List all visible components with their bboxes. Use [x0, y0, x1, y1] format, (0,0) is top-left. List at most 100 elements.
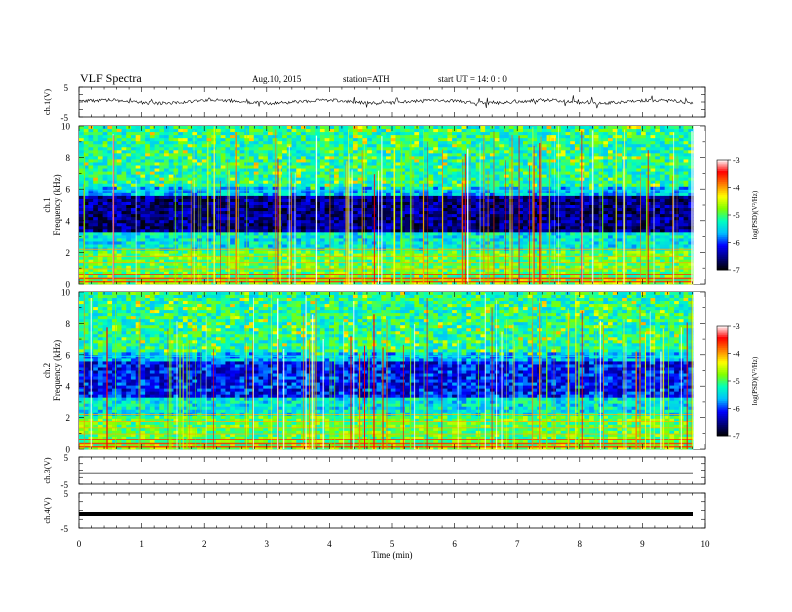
- spectrogram-cell: [376, 135, 382, 139]
- spectrogram-cell: [433, 214, 439, 218]
- spectrogram-cell: [386, 220, 392, 224]
- spectrogram-cell: [447, 214, 453, 218]
- spectrogram-cell: [433, 141, 439, 145]
- spectrogram-cell: [598, 205, 604, 209]
- spectrogram-cell: [522, 226, 529, 230]
- spectrogram-cell: [239, 138, 245, 142]
- spectrogram-cell: [249, 132, 255, 136]
- spectrogram-cell: [329, 217, 335, 221]
- spectrogram-cell: [126, 147, 132, 151]
- spectrogram-cell: [168, 126, 174, 130]
- spectrogram-cell: [371, 141, 377, 145]
- spectrogram-cell: [97, 238, 104, 242]
- spectrogram-cell: [253, 132, 259, 136]
- spectrogram-cell: [220, 174, 226, 179]
- spectrogram-cell: [130, 138, 137, 142]
- spectrogram-cell: [324, 229, 330, 233]
- spectrogram-cell: [598, 156, 604, 160]
- spectrogram-cell: [140, 226, 146, 230]
- spectrogram-cell: [206, 201, 212, 206]
- spectrogram-cell: [442, 162, 448, 166]
- spectrogram-cell: [626, 153, 632, 157]
- spectrogram-cell: [112, 192, 118, 197]
- spectrogram-cell: [390, 159, 396, 163]
- spectrogram-cell: [305, 183, 311, 188]
- spectrogram-cell: [300, 208, 307, 212]
- spectrogram-cell: [650, 180, 656, 185]
- spectrogram-cell: [220, 241, 226, 245]
- spectrogram-cell: [178, 153, 184, 157]
- spectrogram-cell: [607, 141, 614, 145]
- spectrogram-cell: [362, 171, 368, 176]
- spectrogram-cell: [296, 171, 302, 176]
- spectrogram-cell: [267, 147, 274, 151]
- spectrogram-cell: [178, 183, 184, 188]
- spectrogram-cell: [650, 192, 656, 197]
- spectrogram-cell: [442, 129, 448, 133]
- spectrogram-cell: [178, 165, 184, 169]
- spectrogram-cell: [499, 138, 505, 142]
- spectrogram-cell: [556, 201, 562, 206]
- spectrogram-cell: [83, 238, 89, 242]
- spectrogram-cell: [494, 135, 500, 139]
- spectrogram-cell: [560, 168, 566, 172]
- spectrogram-cell: [541, 201, 547, 206]
- spectrogram-cell: [267, 183, 274, 188]
- spectrogram-cell: [126, 156, 132, 160]
- spectrogram-cell: [135, 138, 141, 142]
- spectrogram-cell: [116, 201, 122, 206]
- spectrogram-cell: [220, 165, 226, 169]
- spectrogram-cell: [678, 198, 684, 203]
- spectrogram-cell: [641, 126, 647, 130]
- spectrogram-cell: [300, 226, 307, 230]
- spectrogram-cell: [249, 232, 255, 236]
- spectrogram-cell: [291, 177, 297, 182]
- spectrogram-cell: [433, 168, 439, 172]
- spectrogram-cell: [343, 201, 349, 206]
- spectrogram-cell: [437, 153, 444, 157]
- spectrogram-cell: [305, 229, 311, 233]
- spectrogram-cell: [206, 129, 212, 133]
- spectrogram-cell: [419, 201, 425, 206]
- spectrogram-cell: [225, 201, 231, 206]
- spectrogram-cell: [324, 162, 330, 166]
- spectrogram-cell: [116, 217, 122, 221]
- spectrogram-cell: [263, 238, 269, 242]
- spectrogram-cell: [522, 135, 529, 139]
- spectrogram-cell: [79, 129, 85, 133]
- spectrogram-cell: [296, 192, 302, 197]
- spectrogram-cell: [395, 150, 401, 154]
- spectrogram-cell: [589, 229, 595, 233]
- spectrogram-cell: [560, 220, 566, 224]
- spectrogram-cell: [400, 186, 406, 191]
- spectrogram-cell: [234, 226, 240, 230]
- spectrogram-cell: [249, 226, 255, 230]
- spectrogram-cell: [433, 226, 439, 230]
- spectrogram-cell: [650, 220, 656, 224]
- spectrogram-cell: [149, 232, 155, 236]
- spectrogram-cell: [532, 150, 538, 154]
- spectrogram-cell: [282, 223, 288, 227]
- spectrogram-cell: [357, 232, 363, 236]
- spectrogram-cell: [683, 195, 689, 200]
- spectrogram-cell: [409, 229, 415, 233]
- spectrogram-cell: [428, 192, 434, 197]
- spectrogram-cell: [579, 126, 585, 130]
- spectrogram-cell: [225, 174, 231, 179]
- spectrogram-cell: [93, 150, 99, 154]
- spectrogram-cell: [140, 165, 146, 169]
- spectrogram-cell: [522, 211, 529, 215]
- spectrogram-cell: [414, 229, 420, 233]
- spectrogram-cell: [395, 223, 401, 227]
- spectrogram-cell: [589, 195, 595, 200]
- spectrogram-cell: [149, 198, 155, 203]
- spectrogram-cell: [603, 189, 609, 194]
- spectrogram-cell: [310, 220, 316, 224]
- spectrogram-cell: [263, 168, 269, 172]
- spectrogram-cell: [116, 198, 122, 203]
- spectrogram-cell: [560, 147, 566, 151]
- spectrogram-cell: [674, 174, 680, 179]
- spectrogram-cell: [532, 168, 538, 172]
- spectrogram-cell: [357, 162, 363, 166]
- spectrogram-cell: [593, 232, 599, 236]
